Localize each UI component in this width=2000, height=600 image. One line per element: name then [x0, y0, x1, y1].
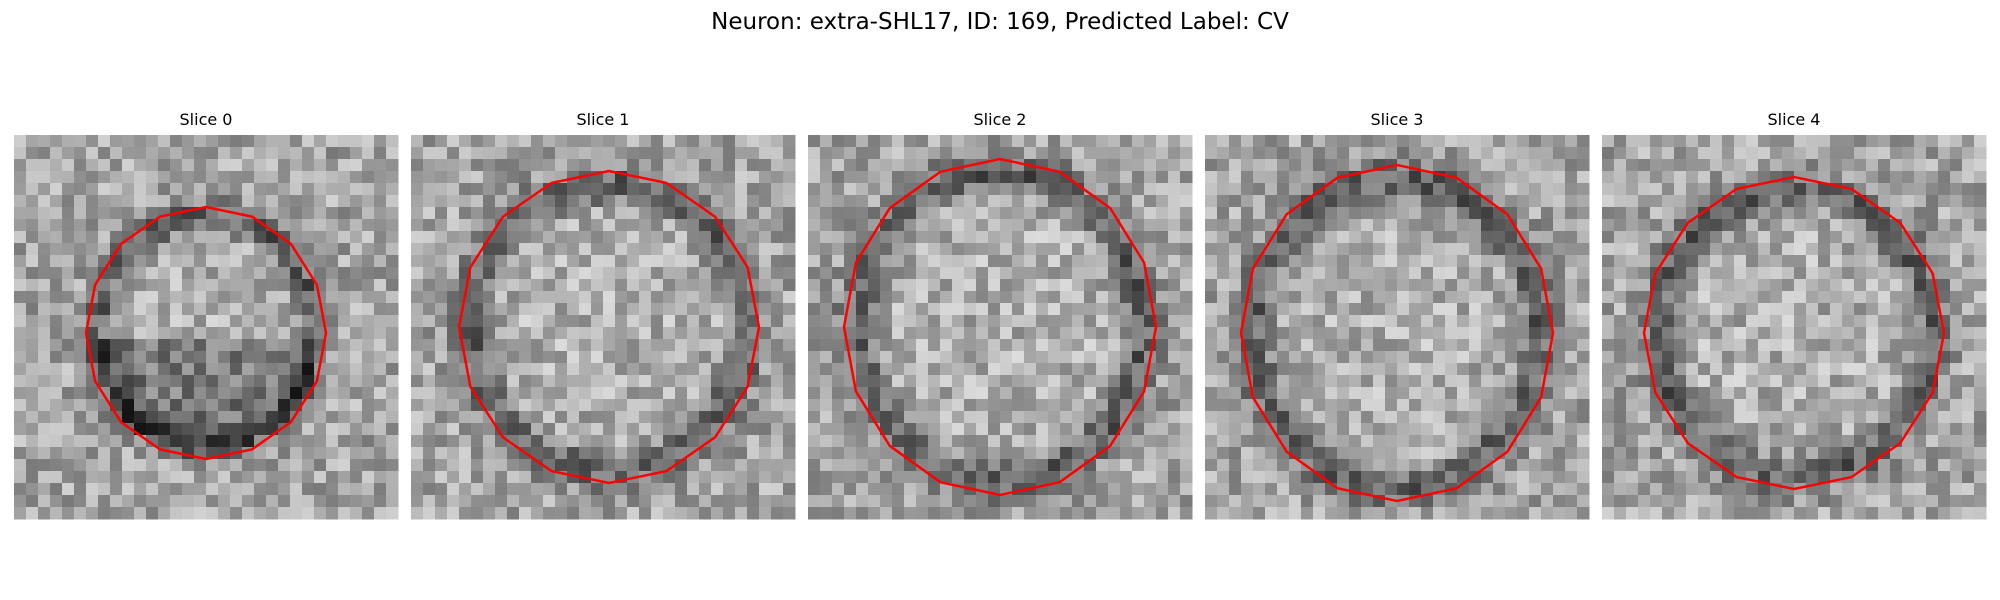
- slice-title-1: Slice 1: [576, 110, 630, 129]
- slice-image-2: [808, 135, 1193, 520]
- slice-title-2: Slice 2: [973, 110, 1027, 129]
- slice-image-1: [411, 135, 796, 520]
- contour-0: [84, 205, 328, 461]
- contour-4: [1642, 175, 1946, 491]
- contour-1: [457, 169, 761, 485]
- slice-image-3: [1205, 135, 1590, 520]
- slice-title-4: Slice 4: [1767, 110, 1821, 129]
- slice-image-0: [14, 135, 399, 520]
- contour-2: [842, 157, 1158, 497]
- contour-3: [1239, 163, 1555, 503]
- figure-title: Neuron: extra-SHL17, ID: 169, Predicted …: [711, 9, 1289, 35]
- slice-title-0: Slice 0: [179, 110, 233, 129]
- slice-title-3: Slice 3: [1370, 110, 1424, 129]
- slice-image-4: [1602, 135, 1987, 520]
